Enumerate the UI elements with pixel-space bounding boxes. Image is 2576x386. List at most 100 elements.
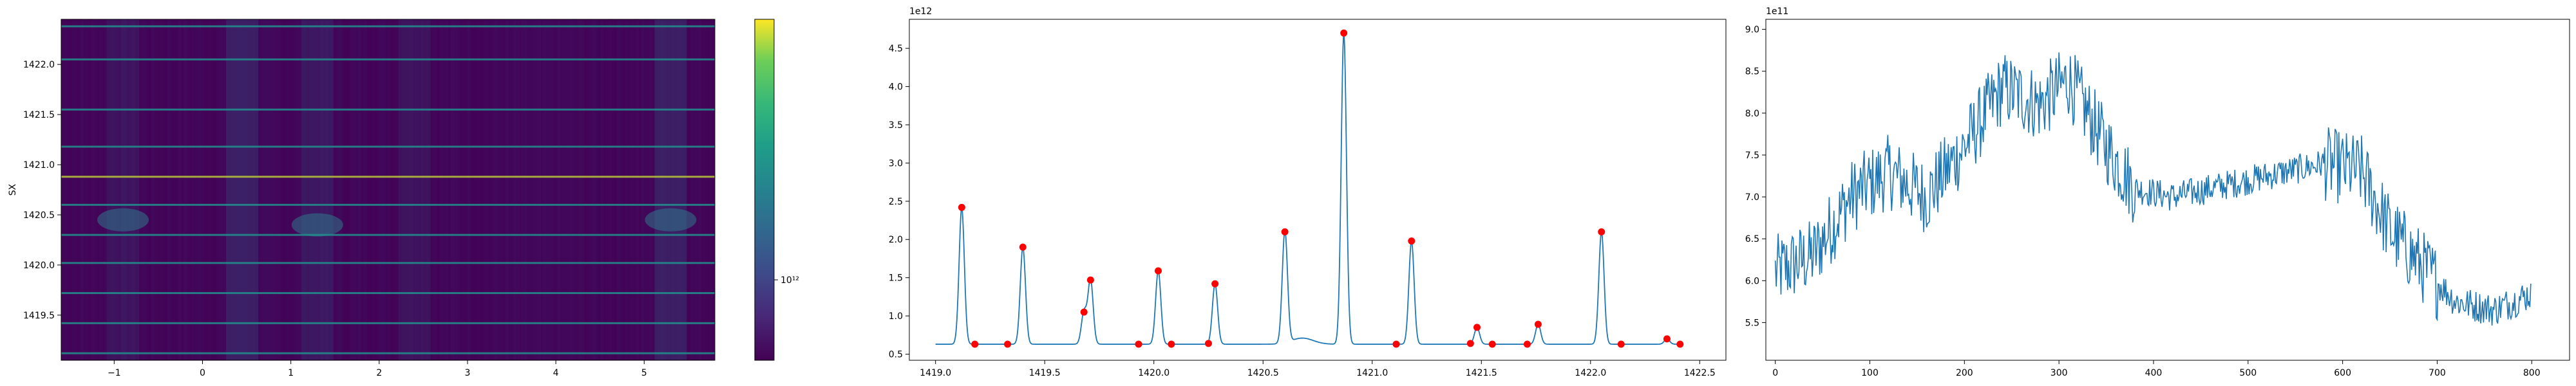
peak-marker — [1155, 267, 1162, 275]
heatmap-column — [399, 19, 402, 360]
heatmap-column — [71, 19, 75, 360]
heatmap-column — [658, 19, 661, 360]
heatmap-column — [665, 19, 669, 360]
heatmap-column — [706, 19, 710, 360]
heatmap-column — [478, 19, 481, 360]
heatmap-column — [64, 19, 67, 360]
heatmap-column — [110, 19, 113, 360]
heatmap-column — [434, 19, 438, 360]
heatmap-column — [418, 19, 421, 360]
heatmap-column — [186, 19, 190, 360]
peaks-x-tick-label: 1419.5 — [1029, 368, 1061, 378]
heatmap-column — [598, 19, 601, 360]
heatmap-frame — [61, 19, 715, 361]
heatmap-column — [603, 19, 607, 360]
series-x-tick-label: 100 — [1861, 368, 1879, 378]
heatmap-bright-row — [61, 234, 715, 236]
heatmap-column — [140, 19, 144, 360]
series-line — [1774, 52, 2532, 326]
heatmap-band — [398, 19, 431, 360]
heatmap-column — [619, 19, 623, 360]
heatmap-column — [641, 19, 645, 360]
heatmap-column — [336, 19, 339, 360]
peak-marker — [1086, 276, 1094, 284]
heatmap-column — [570, 19, 574, 360]
heatmap-column — [529, 19, 533, 360]
heatmap-column — [516, 19, 519, 360]
heatmap-column — [162, 19, 166, 360]
heatmap-column — [442, 19, 446, 360]
heatmap-column — [372, 19, 375, 360]
heatmap-column — [502, 19, 506, 360]
heatmap-column — [696, 19, 699, 360]
heatmap-column — [421, 19, 424, 360]
heatmap-column — [594, 19, 598, 360]
heatmap-column — [230, 19, 233, 360]
heatmap-column — [298, 19, 301, 360]
heatmap-x-tick-label: 0 — [200, 368, 205, 378]
peak-marker — [1211, 280, 1219, 288]
heatmap-column — [407, 19, 410, 360]
peak-marker — [1168, 340, 1175, 348]
series-y-tick-label: 7.5 — [1745, 151, 1759, 161]
heatmap-column — [66, 19, 70, 360]
heatmap-column — [633, 19, 636, 360]
series-frame — [1765, 19, 2570, 361]
heatmap-column — [363, 19, 367, 360]
heatmap-column — [390, 19, 394, 360]
heatmap-column — [265, 19, 269, 360]
heatmap-column — [581, 19, 585, 360]
heatmap-column — [687, 19, 691, 360]
heatmap-column — [96, 19, 100, 360]
heatmap-column — [682, 19, 685, 360]
heatmap-column — [630, 19, 634, 360]
heatmap-column — [709, 19, 713, 360]
peaks-x-tick-label: 1422.5 — [1684, 368, 1716, 378]
heatmap-column — [587, 19, 590, 360]
heatmap-column — [173, 19, 176, 360]
heatmap-column — [142, 19, 146, 360]
heatmap-column — [614, 19, 618, 360]
heatmap-x-tick-label: 3 — [464, 368, 470, 378]
heatmap-column — [86, 19, 89, 360]
heatmap-column — [135, 19, 138, 360]
heatmap-column — [197, 19, 201, 360]
peak-marker — [1534, 320, 1542, 328]
heatmap-column — [576, 19, 580, 360]
heatmap-column — [611, 19, 615, 360]
heatmap-x-tick-label: −1 — [108, 368, 121, 378]
heatmap-column — [273, 19, 277, 360]
heatmap-x-tick-label: 4 — [553, 368, 559, 378]
heatmap-column — [314, 19, 318, 360]
heatmap-column — [75, 19, 78, 360]
peak-marker — [958, 203, 965, 211]
heatmap-column — [461, 19, 465, 360]
heatmap-column — [102, 19, 106, 360]
heatmap-column — [401, 19, 405, 360]
heatmap-blob — [645, 208, 697, 232]
heatmap-column — [306, 19, 310, 360]
peaks-y-tick-label: 1.5 — [889, 273, 903, 284]
peaks-x-tick-label: 1421.0 — [1356, 368, 1388, 378]
heatmap-column — [82, 19, 86, 360]
peaks-series-line — [935, 33, 1683, 345]
heatmap-column — [674, 19, 677, 360]
heatmap-column — [115, 19, 119, 360]
heatmap-column — [450, 19, 454, 360]
peaks-y-tick-label: 2.0 — [889, 235, 903, 245]
heatmap-bright-row — [61, 262, 715, 264]
heatmap-column — [412, 19, 416, 360]
peak-marker — [1523, 340, 1531, 348]
heatmap-column — [189, 19, 193, 360]
heatmap-column — [80, 19, 84, 360]
heatmap-column — [638, 19, 642, 360]
peak-marker — [1080, 308, 1088, 316]
peaks-y-tick-label: 2.5 — [889, 197, 903, 207]
peaks-frame — [909, 19, 1727, 361]
heatmap-column — [232, 19, 236, 360]
heatmap-column — [200, 19, 204, 360]
heatmap-y-tick-label: 1420.5 — [23, 210, 55, 221]
heatmap-column — [312, 19, 315, 360]
heatmap-bright-row — [61, 58, 715, 60]
heatmap-column — [156, 19, 160, 360]
